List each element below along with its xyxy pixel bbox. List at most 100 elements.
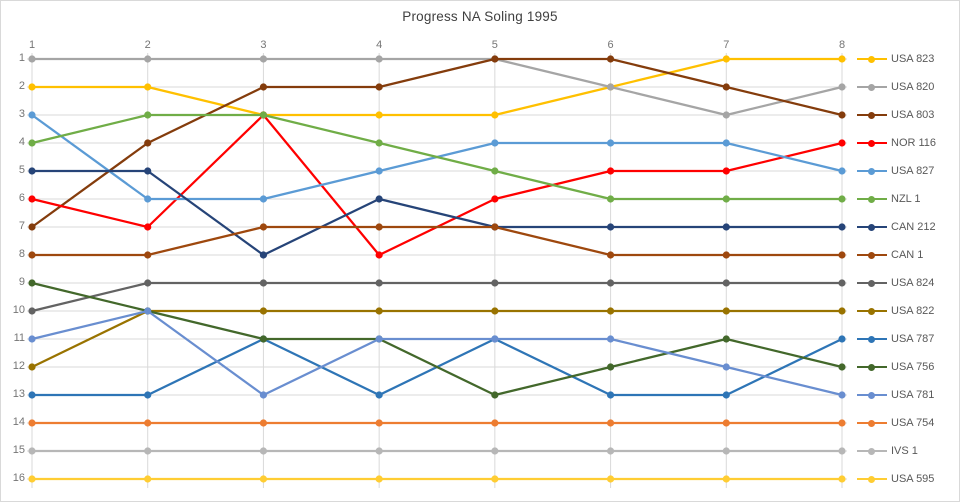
legend-label: USA 756 (891, 361, 935, 373)
data-point (375, 139, 383, 147)
data-point (491, 223, 499, 231)
y-axis-label: 15 (12, 444, 25, 456)
data-point (722, 223, 730, 231)
legend-label: USA 820 (891, 81, 935, 93)
data-point (28, 83, 36, 91)
data-point (838, 223, 846, 231)
y-axis-label: 3 (18, 108, 25, 120)
data-point (144, 391, 152, 399)
legend-item-usa-756: USA 756 (857, 359, 934, 375)
data-point (491, 111, 499, 119)
data-point (722, 195, 730, 203)
legend-label: NOR 116 (891, 137, 937, 149)
y-axis-label: 6 (18, 192, 25, 204)
data-point (28, 475, 36, 483)
data-point (838, 167, 846, 175)
data-point (838, 139, 846, 147)
data-point (144, 223, 152, 231)
data-point (375, 391, 383, 399)
data-point (722, 335, 730, 343)
x-axis-label: 3 (260, 39, 267, 51)
legend-label: IVS 1 (891, 445, 918, 457)
data-point (144, 83, 152, 91)
y-axis-label: 11 (13, 332, 25, 344)
data-point (722, 167, 730, 175)
legend-label: USA 595 (891, 473, 935, 485)
data-point (144, 251, 152, 259)
data-point (375, 447, 383, 455)
data-point (259, 391, 268, 399)
x-axis-label: 8 (838, 39, 846, 51)
data-point (144, 195, 152, 203)
data-point (606, 139, 615, 147)
legend-label: USA 754 (891, 417, 935, 429)
legend-label: USA 824 (891, 277, 935, 289)
y-axis-label: 8 (18, 248, 25, 260)
data-point (491, 419, 499, 427)
y-axis-label: 14 (12, 416, 25, 428)
legend-line-swatch (857, 391, 887, 399)
data-point (259, 111, 268, 119)
data-point (259, 307, 268, 315)
y-axis-label: 1 (18, 52, 25, 64)
data-point (838, 335, 846, 343)
legend-label: USA 827 (891, 165, 935, 177)
data-point (144, 307, 152, 315)
data-point (606, 475, 615, 483)
data-point (259, 279, 268, 287)
data-point (375, 475, 383, 483)
legend-line-swatch (857, 167, 887, 175)
legend-item-usa-827: USA 827 (857, 163, 934, 179)
legend-item-can-1: CAN 1 (857, 247, 923, 263)
y-axis-label: 9 (18, 276, 25, 288)
data-point (28, 391, 36, 399)
legend-line-swatch (857, 223, 887, 231)
legend-marker-dot (868, 279, 875, 287)
data-point (838, 111, 846, 119)
data-point (259, 475, 268, 483)
y-axis-label: 13 (12, 388, 25, 400)
data-point (28, 195, 36, 203)
legend-item-usa-824: USA 824 (857, 275, 934, 291)
data-point (28, 139, 36, 147)
legend-line-swatch (857, 279, 887, 287)
data-point (722, 391, 730, 399)
x-axis-label: 1 (28, 39, 36, 51)
data-point (375, 279, 383, 287)
y-axis-label: 12 (12, 360, 25, 372)
data-point (144, 279, 152, 287)
legend-item-usa-754: USA 754 (857, 415, 934, 431)
data-point (28, 307, 36, 315)
data-point (722, 419, 730, 427)
data-point (144, 139, 152, 147)
data-point (144, 475, 152, 483)
data-point (28, 279, 36, 287)
legend-line-swatch (857, 307, 887, 315)
legend-marker-dot (868, 55, 875, 63)
data-point (606, 55, 615, 63)
series-line-usa-781 (30, 309, 844, 397)
legend-label: USA 787 (891, 333, 935, 345)
y-axis-label: 2 (18, 80, 25, 92)
legend-item-usa-822: USA 822 (857, 303, 934, 319)
legend-item-usa-803: USA 803 (857, 107, 934, 123)
data-point (28, 167, 36, 175)
data-point (722, 279, 730, 287)
data-point (722, 447, 730, 455)
legend-marker-dot (868, 391, 875, 399)
legend-line-swatch (857, 447, 887, 455)
data-point (28, 223, 36, 231)
series-line-usa-823 (30, 57, 844, 117)
data-point (606, 363, 615, 371)
data-point (259, 419, 268, 427)
legend-marker-dot (868, 167, 875, 175)
data-point (144, 167, 152, 175)
data-point (722, 251, 730, 259)
y-axis-label: 5 (18, 164, 25, 176)
data-point (491, 335, 499, 343)
legend-line-swatch (857, 111, 887, 119)
data-point (259, 335, 268, 343)
data-point (28, 419, 36, 427)
